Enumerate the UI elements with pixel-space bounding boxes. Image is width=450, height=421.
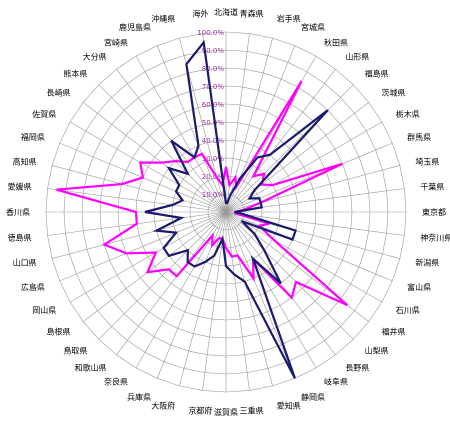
grid-spoke <box>116 211 227 355</box>
category-label: 福井県 <box>382 326 406 336</box>
grid-spoke <box>156 45 227 213</box>
category-label: 石川県 <box>396 306 420 315</box>
category-label: 愛媛県 <box>8 181 32 191</box>
category-label: 長野県 <box>345 364 369 373</box>
grid-spoke <box>225 211 383 303</box>
grid-spoke <box>225 211 405 236</box>
radial-tick-label: 80.0% <box>202 65 225 73</box>
grid-spoke <box>69 121 227 213</box>
category-label: 北海道 <box>214 7 238 17</box>
category-label: 茨城県 <box>382 88 406 98</box>
radar-series-layer <box>56 39 349 379</box>
category-label: 福島県 <box>365 68 389 78</box>
category-label: 山梨県 <box>365 346 389 356</box>
grid-spoke <box>83 211 227 322</box>
category-label: 山口県 <box>13 258 37 268</box>
category-label: 岐阜県 <box>324 377 348 387</box>
category-label: 愛知県 <box>277 400 301 410</box>
category-label: 大阪府 <box>151 400 175 410</box>
radial-tick-label: 10.0% <box>202 191 225 199</box>
category-label: 宮崎県 <box>104 37 128 47</box>
category-label: 新潟県 <box>415 258 439 268</box>
radial-tick-label: 90.0% <box>202 47 225 55</box>
category-label: 和歌山県 <box>75 363 107 373</box>
grid-spoke <box>225 211 317 369</box>
category-label: 岡山県 <box>32 305 56 315</box>
radar-grid <box>45 31 407 393</box>
category-label: 京都府 <box>188 405 212 415</box>
category-label: 福岡県 <box>21 133 45 142</box>
grid-spoke <box>179 211 227 386</box>
category-label: 大分県 <box>83 52 107 62</box>
radar-tick-labels: 10.0%20.0%30.0%40.0%50.0%60.0%70.0%80.0%… <box>197 29 224 199</box>
grid-spoke <box>69 211 227 303</box>
grid-spoke <box>135 55 227 213</box>
grid-spoke <box>59 211 227 282</box>
category-label: 千葉県 <box>420 181 444 191</box>
grid-spoke <box>225 102 369 213</box>
radial-tick-label: 40.0% <box>202 137 225 145</box>
category-label: 高知県 <box>13 156 37 166</box>
grid-spoke <box>52 165 227 213</box>
category-label: 神奈川県 <box>420 233 450 243</box>
category-label: 佐賀県 <box>32 109 56 119</box>
category-label: 長崎県 <box>47 88 71 98</box>
category-label: 滋賀県 <box>214 407 238 417</box>
grid-spoke <box>225 211 296 379</box>
grid-spoke <box>225 142 393 213</box>
grid-spoke <box>225 211 273 386</box>
grid-spoke <box>83 102 227 213</box>
category-label: 山形県 <box>345 52 369 62</box>
grid-spoke <box>225 55 317 213</box>
category-label: 埼玉県 <box>415 156 439 166</box>
grid-spoke <box>225 211 354 340</box>
category-label: 沖縄県 <box>151 14 175 24</box>
category-label: 東京都 <box>422 207 446 217</box>
grid-spoke <box>47 188 227 213</box>
grid-spoke <box>52 211 227 259</box>
category-label: 三重県 <box>240 405 264 415</box>
category-label: 鹿児島県 <box>119 22 151 32</box>
series-line-1 <box>56 80 349 307</box>
category-label: 奈良県 <box>104 377 128 387</box>
category-label: 静岡県 <box>301 392 325 402</box>
grid-spoke <box>98 211 227 340</box>
category-label: 島根県 <box>47 326 71 336</box>
radial-tick-label: 20.0% <box>202 173 225 181</box>
category-label: 海外 <box>192 9 208 19</box>
category-label: 群馬県 <box>407 132 431 142</box>
category-label: 岩手県 <box>277 14 301 24</box>
radial-tick-label: 70.0% <box>202 83 225 91</box>
grid-spoke <box>98 84 227 213</box>
grid-spoke <box>225 69 336 213</box>
series-line-2 <box>144 39 329 379</box>
category-label: 兵庫県 <box>127 392 151 402</box>
grid-spoke <box>225 211 393 282</box>
category-label: 鳥取県 <box>63 346 87 356</box>
radial-tick-label: 50.0% <box>202 119 225 127</box>
radar-category-labels: 北海道 青森県岩手県宮城県秋田県山形県福島県茨城県栃木県群馬県埼玉県千葉県東京都神… <box>6 7 450 417</box>
grid-spoke <box>225 38 273 213</box>
category-label: 熊本県 <box>63 68 87 78</box>
grid-spoke <box>225 121 383 213</box>
grid-spoke <box>225 84 354 213</box>
category-label: 徳島県 <box>8 233 32 243</box>
category-label: 宮城県 <box>301 22 325 32</box>
category-label: 秋田県 <box>324 37 348 47</box>
grid-spoke <box>225 211 250 391</box>
category-label: 栃木県 <box>396 109 420 119</box>
category-label: 香川県 <box>6 207 30 217</box>
radial-tick-label: 30.0% <box>202 155 225 163</box>
category-label: 広島県 <box>21 282 45 292</box>
radial-tick-label: 100.0% <box>197 29 224 37</box>
category-label: 青森県 <box>240 9 264 19</box>
grid-spoke <box>156 211 227 379</box>
category-label: 富山県 <box>407 282 431 292</box>
